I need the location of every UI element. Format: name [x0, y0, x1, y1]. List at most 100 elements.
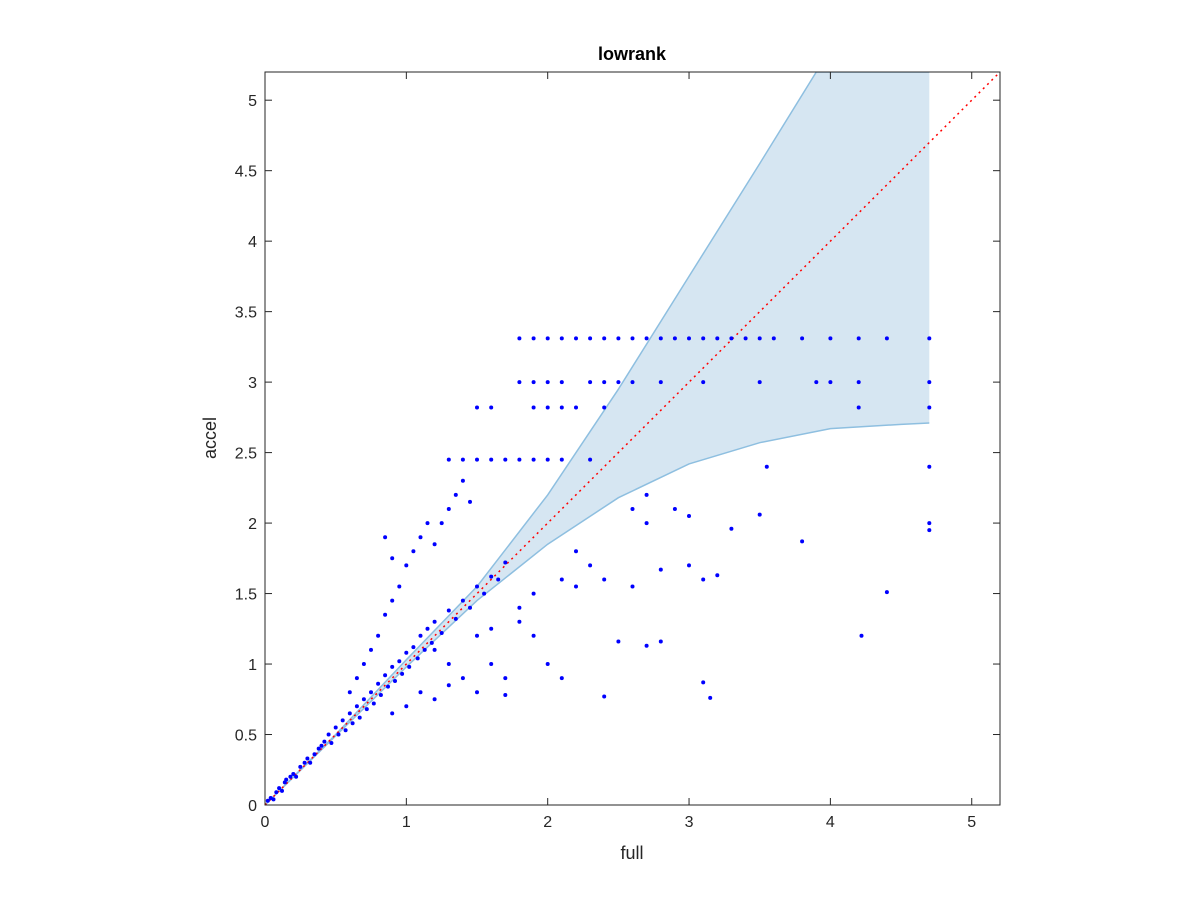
data-point — [418, 633, 423, 638]
y-tick-label: 4.5 — [235, 164, 257, 181]
data-point — [616, 336, 621, 341]
x-tick-label: 0 — [261, 814, 270, 831]
data-point — [658, 336, 663, 341]
data-point — [602, 336, 607, 341]
data-point — [302, 760, 307, 765]
data-point — [418, 690, 423, 695]
data-point — [701, 577, 706, 582]
identity-line — [265, 72, 1000, 805]
data-point — [701, 336, 706, 341]
data-point — [927, 405, 932, 410]
data-point — [602, 405, 607, 410]
data-point — [884, 590, 889, 595]
data-point — [350, 721, 355, 726]
axes: 0 1 2 3 4 5 0 0.5 1 1.5 2 2.5 3 3.5 4 4.5 5 — [235, 71, 1001, 831]
data-point — [482, 591, 487, 596]
data-point — [531, 457, 536, 462]
plot-area — [265, 72, 1000, 805]
data-point — [354, 676, 359, 681]
data-point — [630, 380, 635, 385]
data-point — [294, 774, 299, 779]
data-point — [574, 584, 578, 589]
data-point — [319, 743, 324, 748]
data-point — [771, 336, 776, 341]
data-point — [574, 336, 578, 341]
data-point — [708, 695, 713, 700]
data-point — [701, 680, 706, 685]
data-point — [376, 681, 381, 686]
data-point — [432, 619, 437, 624]
data-point — [277, 786, 282, 791]
data-point — [658, 639, 663, 644]
data-point — [364, 707, 369, 712]
data-point — [400, 671, 405, 676]
data-point — [503, 457, 508, 462]
data-point — [616, 639, 621, 644]
data-point — [715, 336, 720, 341]
data-point — [489, 405, 494, 410]
data-point — [602, 694, 607, 699]
data-point — [800, 336, 805, 341]
data-point — [284, 777, 289, 782]
data-point — [390, 664, 395, 669]
chart-title: lowrank — [598, 44, 667, 64]
data-point — [383, 612, 388, 617]
data-point — [439, 631, 444, 635]
data-point — [602, 577, 607, 582]
data-point — [446, 608, 451, 613]
confidence-band — [265, 72, 930, 805]
data-point — [357, 715, 362, 720]
data-point — [927, 380, 932, 385]
data-point — [644, 643, 649, 648]
x-axis-label: full — [620, 843, 643, 863]
data-point — [828, 380, 833, 385]
data-point — [517, 605, 522, 610]
y-tick-label: 4 — [248, 234, 257, 251]
data-point — [800, 539, 805, 544]
data-point — [415, 656, 420, 661]
data-point — [574, 549, 578, 554]
data-point — [288, 774, 293, 779]
data-point — [468, 605, 472, 610]
data-point — [927, 521, 932, 526]
data-point — [531, 405, 536, 410]
data-point — [630, 507, 635, 511]
data-point — [432, 697, 437, 702]
data-point — [927, 336, 932, 341]
data-point — [404, 563, 409, 568]
data-point — [545, 457, 550, 462]
x-tick-label: 4 — [826, 814, 835, 831]
data-point — [305, 756, 310, 761]
data-point — [460, 478, 465, 483]
data-point — [371, 701, 376, 706]
data-point — [489, 626, 494, 631]
data-point — [468, 499, 472, 504]
data-point — [884, 336, 889, 341]
data-point — [475, 633, 479, 638]
data-point — [496, 577, 501, 582]
data-point — [764, 464, 769, 469]
data-point — [672, 336, 677, 341]
data-point — [588, 380, 593, 385]
data-point — [453, 492, 458, 497]
data-point — [369, 690, 373, 695]
data-point — [274, 790, 279, 795]
data-point — [432, 542, 437, 547]
data-point — [588, 563, 593, 568]
data-point — [856, 380, 861, 385]
axes-box — [264, 71, 1001, 806]
data-point — [432, 647, 437, 652]
data-point — [545, 405, 550, 410]
data-point — [271, 797, 276, 802]
data-point — [559, 336, 564, 341]
data-point — [347, 690, 352, 695]
data-point — [559, 405, 564, 410]
x-tick-label: 1 — [402, 814, 411, 831]
plot-inner — [265, 72, 1000, 805]
y-tick-label: 3.5 — [235, 305, 257, 322]
data-point — [616, 380, 621, 385]
data-point — [489, 574, 494, 579]
y-tick-label: 3 — [248, 375, 257, 392]
data-point — [559, 577, 564, 582]
